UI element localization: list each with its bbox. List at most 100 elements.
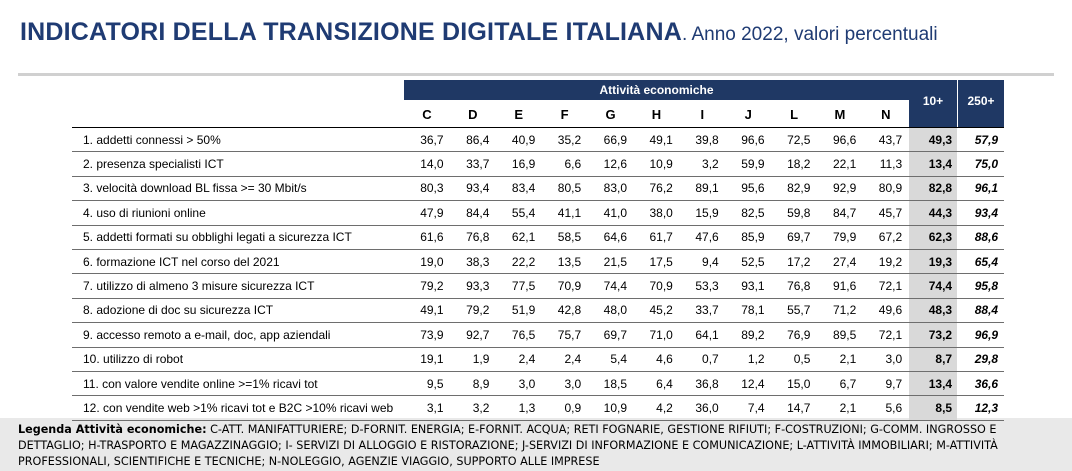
title-sub: . Anno 2022, valori percentuali <box>681 24 938 45</box>
row-label: 8. adozione di doc su sicurezza ICT <box>83 303 274 318</box>
cell-m: 89,5 <box>832 327 857 342</box>
row-label: 6. formazione ICT nel corso del 2021 <box>83 254 280 269</box>
legend: Legenda Attività economiche: C-ATT. MANI… <box>18 422 1058 470</box>
cell-n: 72,1 <box>878 279 903 294</box>
cell-10-plus: 73,2 <box>909 323 958 347</box>
cell-10-plus: 13,4 <box>909 152 958 176</box>
cell-10-plus: 62,3 <box>909 225 958 249</box>
cell-c: 14,0 <box>420 157 444 172</box>
cell-c: 49,1 <box>420 303 444 318</box>
cell-l: 18,2 <box>787 157 811 172</box>
cell-250-plus: 65,4 <box>974 254 999 269</box>
cell-h: 71,0 <box>649 327 673 342</box>
cell-250-plus: 88,6 <box>974 230 999 245</box>
cell-f: 0,9 <box>564 400 582 415</box>
row-label: 9. accesso remoto a e-mail, doc, app azi… <box>83 327 331 342</box>
cell-e: 62,1 <box>511 230 536 245</box>
row-label: 1. addetti connessi > 50% <box>83 132 221 147</box>
cell-i: 0,7 <box>702 352 719 367</box>
cell-j: 1,2 <box>747 352 765 367</box>
cell-g: 10,9 <box>603 400 627 415</box>
cell-10-plus: 82,8 <box>909 176 958 201</box>
cell-h: 4,6 <box>656 352 673 367</box>
cell-j: 59,9 <box>741 157 765 172</box>
cell-c: 73,9 <box>420 327 444 342</box>
header-10-plus: 10+ <box>909 80 957 127</box>
cell-f: 35,2 <box>557 132 582 147</box>
cell-j: 96,6 <box>741 132 765 147</box>
cell-n: 67,2 <box>878 230 903 245</box>
cell-h: 70,9 <box>649 279 673 294</box>
table-row: 6. formazione ICT nel corso del 2021 19,0… <box>72 249 1004 275</box>
cell-j: 7,4 <box>747 400 765 415</box>
cell-g: 83,0 <box>603 181 627 196</box>
legend-text: C-ATT. MANIFATTURIERE; D-FORNIT. ENERGIA… <box>18 423 998 468</box>
cell-j: 93,1 <box>741 279 765 294</box>
cell-j: 85,9 <box>741 230 765 245</box>
cell-h: 17,5 <box>649 254 673 269</box>
cell-l: 55,7 <box>787 303 811 318</box>
cell-h: 49,1 <box>649 132 673 147</box>
cell-i: 9,4 <box>702 254 719 269</box>
legend-background <box>0 418 1072 471</box>
cell-n: 45,7 <box>878 205 903 220</box>
cell-f: 58,5 <box>557 230 582 245</box>
cell-n: 49,6 <box>878 303 903 318</box>
cell-h: 38,0 <box>649 205 673 220</box>
cell-g: 21,5 <box>603 254 627 269</box>
cell-10-plus: 49,3 <box>909 128 958 152</box>
cell-d: 33,7 <box>466 157 490 172</box>
cell-c: 80,3 <box>420 181 444 196</box>
cell-j: 78,1 <box>741 303 765 318</box>
column-header-j: J <box>744 107 752 122</box>
cell-250-plus: 57,9 <box>974 132 999 147</box>
cell-g: 64,6 <box>603 230 627 245</box>
cell-f: 42,8 <box>557 303 582 318</box>
cell-250-plus: 95,8 <box>974 279 999 294</box>
cell-e: 40,9 <box>511 132 536 147</box>
table-row: 1. addetti connessi > 50% 36,7 86,4 40,9 35,… <box>72 128 1004 153</box>
cell-d: 3,2 <box>472 400 490 415</box>
row-label: 3. velocità download BL fissa >= 30 Mbit… <box>83 181 307 196</box>
column-header-l: L <box>790 107 799 122</box>
cell-m: 96,6 <box>832 132 857 147</box>
cell-h: 76,2 <box>649 181 673 196</box>
cell-e: 2,4 <box>518 352 536 367</box>
cell-m: 92,9 <box>832 181 857 196</box>
cell-e: 16,9 <box>511 157 536 172</box>
cell-n: 9,7 <box>885 376 903 391</box>
cell-i: 47,6 <box>695 230 719 245</box>
header-250-plus: 250+ <box>958 80 1004 127</box>
cell-c: 9,5 <box>426 376 444 391</box>
legend-title: Legenda Attività economiche: <box>18 423 207 436</box>
cell-10-plus: 13,4 <box>909 371 958 396</box>
cell-g: 12,6 <box>603 157 627 172</box>
cell-f: 2,4 <box>564 352 582 367</box>
column-header-d: D <box>468 107 478 122</box>
table-row: 5. addetti formati su obblighi legati a … <box>72 225 1004 250</box>
cell-i: 64,1 <box>695 327 719 342</box>
header-divider <box>72 127 1004 128</box>
cell-10-plus: 19,3 <box>909 249 958 274</box>
cell-e: 76,5 <box>511 327 536 342</box>
cell-i: 36,8 <box>695 376 719 391</box>
cell-250-plus: 93,4 <box>974 205 999 220</box>
cell-h: 45,2 <box>649 303 673 318</box>
cell-h: 6,4 <box>656 376 673 391</box>
cell-l: 76,8 <box>787 279 811 294</box>
row-label: 10. utilizzo di robot <box>83 352 184 367</box>
cell-i: 33,7 <box>695 303 719 318</box>
cell-m: 22,1 <box>832 157 857 172</box>
cell-d: 8,9 <box>472 376 490 391</box>
cell-10-plus: 8,5 <box>909 396 958 420</box>
cell-c: 36,7 <box>420 132 444 147</box>
table-row: 10. utilizzo di robot 19,1 1,9 2,4 2,4 5,4 4,6… <box>72 347 1004 372</box>
cell-e: 1,3 <box>518 400 536 415</box>
cell-g: 5,4 <box>610 352 627 367</box>
cell-250-plus: 12,3 <box>974 400 999 415</box>
cell-f: 70,9 <box>557 279 582 294</box>
column-header-h: H <box>651 107 662 122</box>
cell-n: 80,9 <box>878 181 903 196</box>
table-row: 12. con vendite web >1% ricavi tot e B2C… <box>72 396 1004 421</box>
